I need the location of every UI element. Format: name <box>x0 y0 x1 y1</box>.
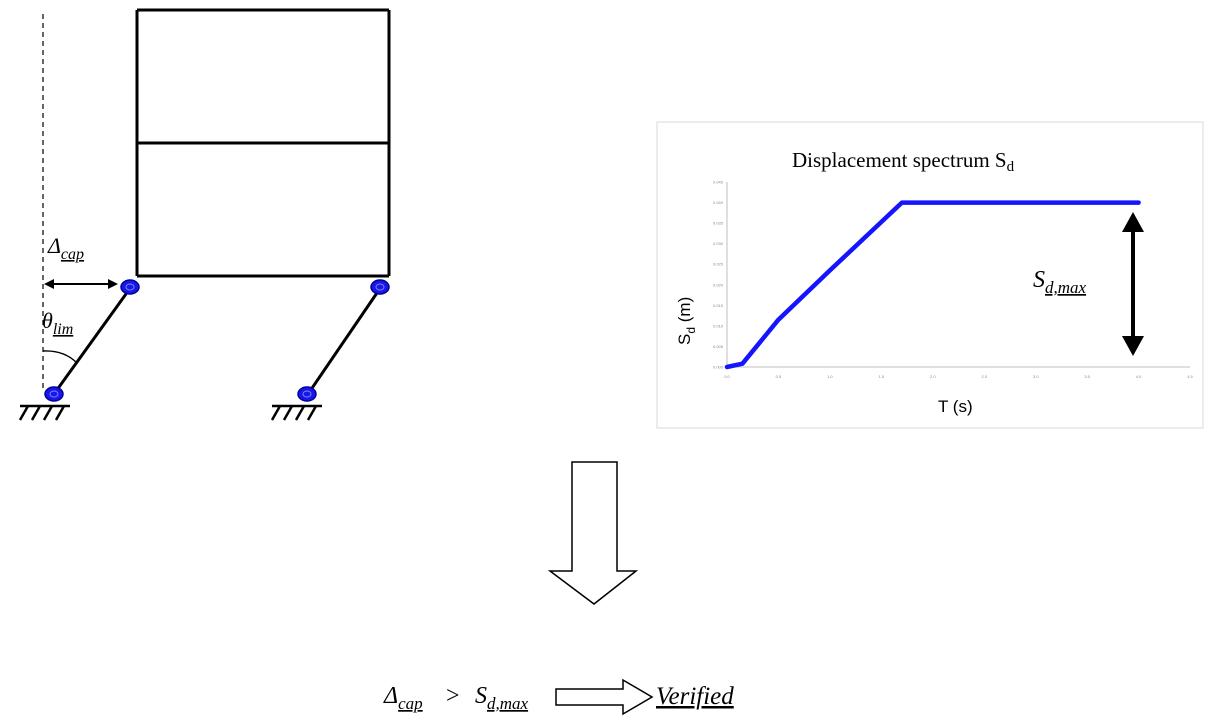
y-axis-label: Sd (m) <box>675 297 698 345</box>
displacement-curve <box>724 200 1141 370</box>
y-tick-label: 0.040 <box>713 200 724 205</box>
y-tick-label: 0.020 <box>713 282 724 287</box>
conclusion-operator: > <box>446 683 460 709</box>
y-tick-label: 0.030 <box>713 241 724 246</box>
y-tick-labels: 0.000 0.005 0.010 0.015 0.020 0.025 0.030 0.035… <box>713 180 724 370</box>
x-tick-label: 3.0 <box>1033 374 1039 379</box>
right-strut <box>306 286 383 395</box>
chart-frame <box>656 121 1204 429</box>
drift-arrow <box>44 279 118 289</box>
hinge-icon <box>120 279 140 295</box>
fixed-support-icon <box>270 404 322 421</box>
conclusion-rhs: Sd,max <box>475 683 529 713</box>
chart-title: Displacement spectrum Sd <box>792 148 1015 175</box>
x-tick-label: 0.5 <box>776 374 782 379</box>
y-tick-label: 0.000 <box>713 365 724 370</box>
y-tick-label: 0.005 <box>713 344 724 349</box>
theta-lim-label: θlim <box>42 308 73 338</box>
x-tick-label: 3.5 <box>1084 374 1090 379</box>
y-tick-label: 0.010 <box>713 323 724 328</box>
conclusion-lhs: Δcap <box>383 683 423 713</box>
hinge-icon <box>370 279 390 295</box>
x-tick-label: 2.0 <box>930 374 936 379</box>
fixed-support-icon <box>18 404 70 421</box>
x-tick-label: 0.0 <box>724 374 730 379</box>
hinge-icon <box>297 386 317 402</box>
x-tick-label: 2.5 <box>981 374 987 379</box>
right-arrow-icon <box>555 678 654 716</box>
left-strut <box>52 286 133 395</box>
x-tick-label: 4.0 <box>1136 374 1142 379</box>
delta-cap-label: Δcap <box>47 233 84 263</box>
sdmax-label: Sd,max <box>1033 267 1087 297</box>
hinge-icon <box>44 386 64 402</box>
portal-frame: Δcap θlim <box>18 8 391 421</box>
verified-label: Verified <box>656 683 734 710</box>
y-tick-label: 0.025 <box>713 262 724 267</box>
spectrum-panel: Displacement spectrum Sd 0.000 0.005 0.010… <box>656 121 1204 429</box>
x-tick-label: 1.0 <box>827 374 833 379</box>
x-tick-label: 1.5 <box>879 374 885 379</box>
sdmax-arrow <box>1122 212 1144 356</box>
down-arrow-icon <box>547 461 639 605</box>
y-tick-label: 0.035 <box>713 221 724 226</box>
x-tick-labels: 0.0 0.5 1.0 1.5 2.0 2.5 3.0 3.5 4.0 4.5 <box>724 374 1193 379</box>
y-tick-label: 0.015 <box>713 303 724 308</box>
y-tick-label: 0.045 <box>713 180 724 185</box>
conclusion-statement: Δcap > Sd,max Verified <box>383 678 734 716</box>
x-axis-label: T (s) <box>938 397 973 416</box>
x-tick-label: 4.5 <box>1187 374 1193 379</box>
angle-arc <box>42 350 78 364</box>
